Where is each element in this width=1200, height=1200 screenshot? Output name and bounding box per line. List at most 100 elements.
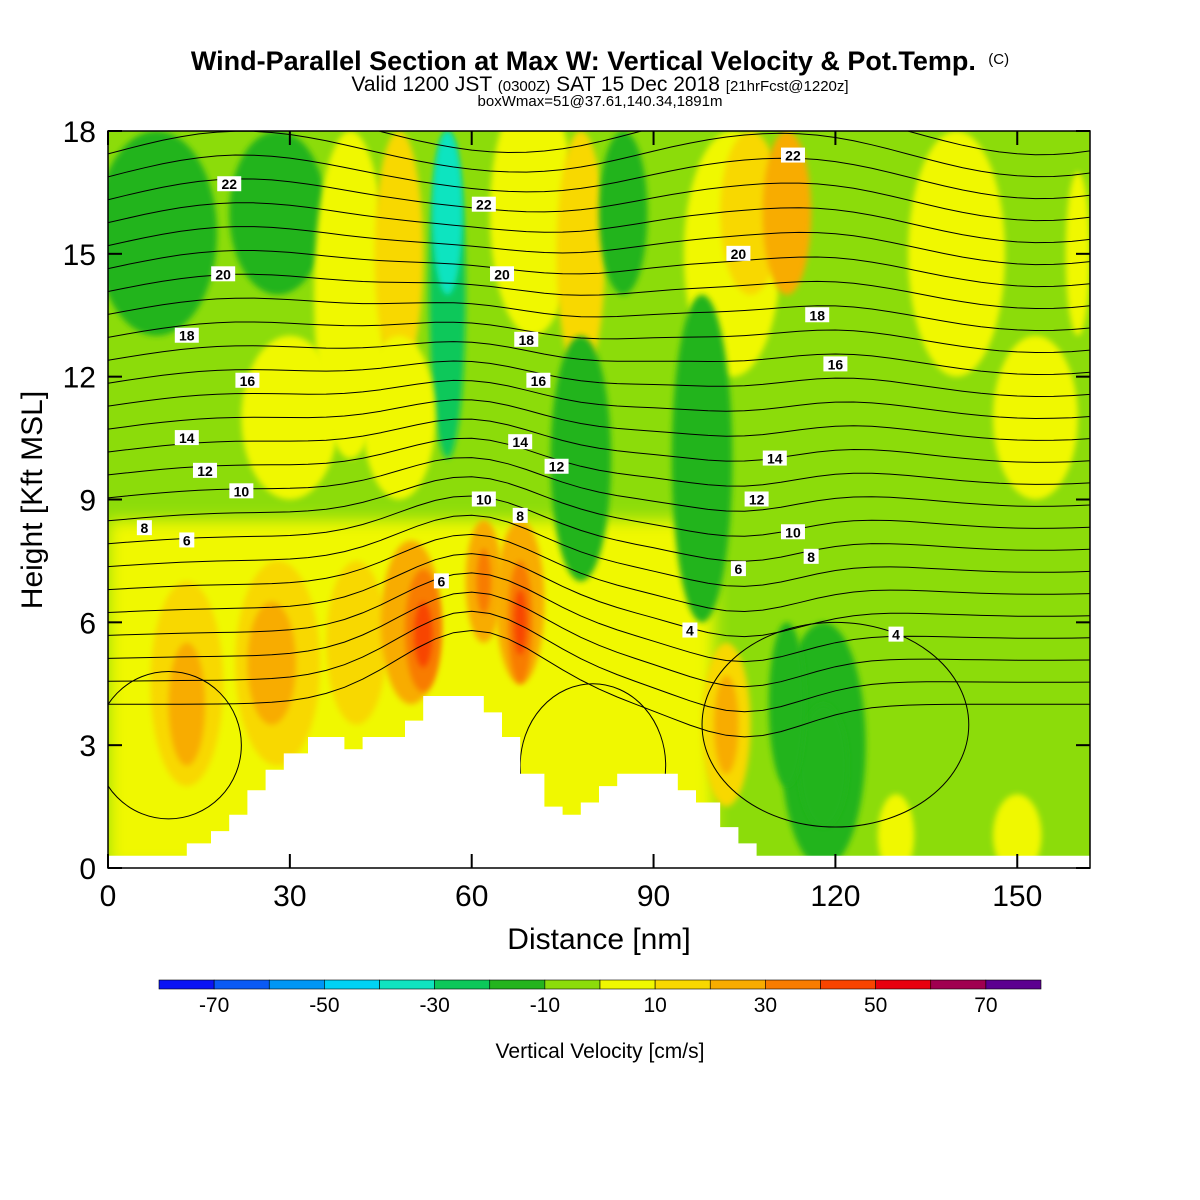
theta-contour	[108, 629, 1090, 738]
theta-contour-label: 10	[229, 483, 254, 499]
theta-contour	[701, 621, 970, 828]
svg-text:4: 4	[892, 627, 900, 643]
x-tick-label: 90	[637, 880, 670, 913]
theta-contour	[108, 341, 1090, 376]
svg-text:16: 16	[531, 373, 547, 389]
theta-contour-label: 18	[514, 331, 539, 348]
terrain-mask	[108, 696, 1090, 868]
theta-contour-label: 6	[433, 573, 449, 589]
colorbar-bin	[268, 979, 325, 990]
colorbar-bin	[213, 979, 270, 990]
colorbar-bin	[434, 979, 491, 990]
theta-contour-label: 20	[726, 245, 751, 262]
chart-subtitle-box-wmax: boxWmax=51@37.61,140.34,1891m	[478, 93, 723, 110]
theta-contour-label: 22	[780, 147, 805, 164]
colorbar-label: 70	[974, 994, 997, 1017]
x-tick-label: 60	[455, 880, 488, 913]
svg-text:6: 6	[183, 532, 191, 548]
theta-contour-label: 6	[730, 561, 746, 577]
svg-text:22: 22	[476, 197, 492, 213]
colorbar-label: -30	[419, 994, 449, 1017]
theta-contour-label: 12	[192, 462, 217, 479]
chart-title: Wind-Parallel Section at Max W: Vertical…	[191, 46, 1009, 76]
theta-contour	[108, 131, 1090, 156]
svg-text:12: 12	[549, 459, 565, 475]
y-tick-label: 15	[63, 239, 96, 272]
field-cell	[799, 704, 848, 828]
svg-text:8: 8	[140, 520, 148, 536]
chart-subtitle-valid: Valid 1200 JST (0300Z) SAT 15 Dec 2018 […	[351, 73, 848, 96]
theta-contour-label: 12	[744, 491, 769, 508]
svg-text:10: 10	[785, 524, 801, 540]
x-tick-label: 120	[810, 880, 860, 913]
field-cell	[599, 131, 648, 295]
theta-contour	[108, 399, 1090, 441]
svg-text:6: 6	[437, 573, 445, 589]
field-cell	[714, 675, 739, 774]
y-tick-label: 12	[63, 362, 96, 395]
theta-contour-label: 8	[803, 548, 819, 565]
colorbar-bin	[599, 979, 656, 990]
theta-contour	[108, 495, 1090, 562]
colorbar-bin	[158, 979, 215, 990]
theta-contour	[108, 553, 1090, 638]
field-cell	[514, 589, 527, 656]
y-tick-label: 0	[79, 853, 96, 886]
theta-contour	[108, 670, 242, 820]
theta-contour	[108, 610, 1090, 713]
field-cell	[108, 131, 218, 336]
x-tick-label: 150	[992, 880, 1042, 913]
svg-text:10: 10	[234, 483, 250, 499]
svg-text:18: 18	[809, 307, 825, 323]
field-cell	[374, 131, 424, 377]
potential-temperature-contours	[108, 131, 1090, 849]
field-cell	[671, 294, 733, 623]
svg-text:14: 14	[767, 451, 783, 467]
theta-contour	[108, 273, 1090, 310]
field-cell	[550, 335, 612, 582]
theta-contour	[108, 514, 1090, 587]
theta-contour-label: 18	[805, 307, 830, 323]
field-cell	[362, 335, 436, 500]
colorbar: -70 -50 -30 -10 10 30 50 70	[158, 979, 1042, 1017]
colorbar-bin	[544, 979, 601, 990]
y-axis: 0 3 6 9 12 15 18	[63, 116, 1090, 886]
svg-text:20: 20	[215, 266, 231, 282]
svg-text:18: 18	[518, 332, 534, 348]
svg-text:12: 12	[197, 463, 213, 479]
y-tick-label: 9	[79, 485, 96, 518]
colorbar-label: 30	[754, 994, 777, 1017]
svg-text:22: 22	[785, 148, 801, 164]
theta-contour-label: 14	[508, 434, 533, 450]
colorbar-label: 50	[864, 994, 887, 1017]
svg-text:14: 14	[179, 430, 195, 446]
theta-contour-label: 18	[174, 327, 199, 344]
theta-contour	[108, 418, 1090, 463]
theta-contour	[108, 250, 1090, 288]
field-cell	[768, 622, 806, 787]
colorbar-label: -70	[199, 994, 229, 1017]
svg-text:14: 14	[512, 434, 528, 450]
y-tick-label: 18	[63, 116, 96, 149]
svg-text:16: 16	[828, 356, 844, 372]
theta-contour-label: 16	[235, 372, 260, 389]
svg-text:10: 10	[476, 492, 492, 508]
colorbar-bin	[985, 979, 1042, 990]
y-tick-label: 3	[79, 730, 96, 763]
theta-contour	[108, 226, 1090, 266]
theta-contour	[108, 154, 1090, 200]
colorbar-label: -10	[530, 994, 560, 1017]
theta-contour-label: 8	[512, 507, 528, 524]
theta-contour	[108, 178, 1090, 222]
x-axis-title: Distance [nm]	[507, 923, 690, 956]
theta-contour-label: 12	[544, 458, 569, 475]
colorbar-bin	[930, 979, 987, 990]
theta-contour	[108, 591, 1090, 688]
theta-contour-label: 16	[526, 372, 551, 389]
theta-contour-label: 22	[217, 176, 242, 192]
theta-contour-label: 4	[888, 626, 904, 643]
svg-text:12: 12	[749, 492, 765, 508]
theta-contour	[108, 297, 1090, 332]
svg-text:6: 6	[735, 561, 743, 577]
field-cell	[908, 131, 1006, 377]
